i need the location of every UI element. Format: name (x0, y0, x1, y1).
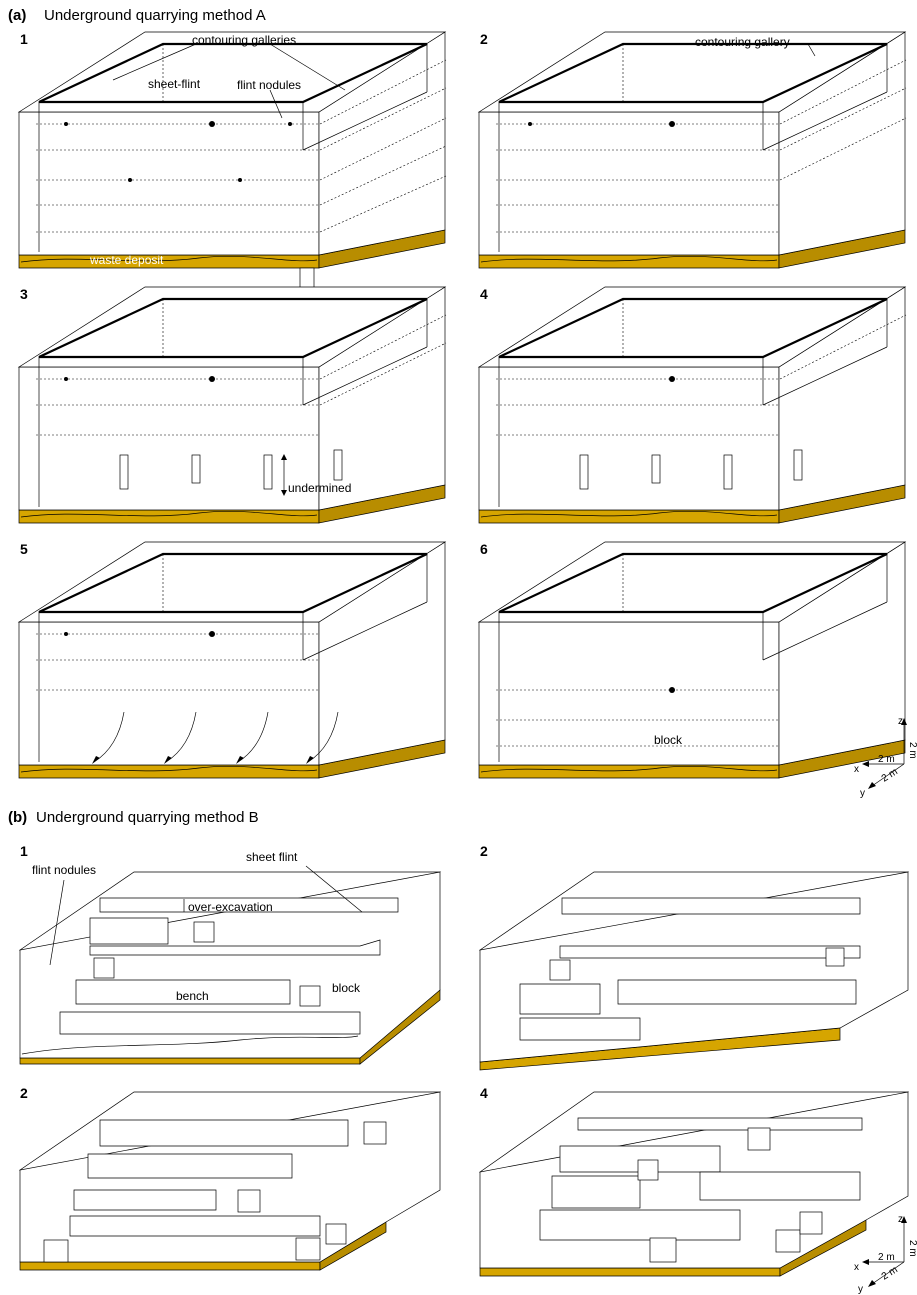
panel-a3-number: 3 (20, 286, 28, 302)
block-cube (299, 985, 321, 1007)
axis-y-b: y (858, 1284, 863, 1295)
pillar (191, 454, 201, 484)
waste-deposit-label: waste deposit (89, 253, 164, 267)
panel-a1-number: 1 (20, 31, 28, 47)
block-cube (775, 1229, 801, 1253)
block-cube (295, 1237, 321, 1261)
block-cube (363, 1121, 387, 1145)
section-a-title: Underground quarrying method A (44, 7, 266, 24)
scale-x: 2 m (878, 754, 895, 765)
panel-a5-number: 5 (20, 541, 28, 557)
panel-a2-number: 2 (480, 31, 488, 47)
section-b-letter: (b) (8, 809, 27, 826)
panel-b2: 2 (478, 843, 910, 1071)
panel-b4: 4 (478, 1085, 910, 1277)
panel-a1: 1 contouring galleries sheet-flint flint… (17, 30, 447, 270)
panel-a3: 3 undermined (17, 285, 447, 525)
nodule-layers (496, 59, 907, 233)
panel-a6: 6 block (477, 540, 907, 780)
contouring-galleries-label: contouring galleries (192, 33, 296, 47)
scale-z-b: 2 m (907, 1240, 917, 1257)
pillar (579, 454, 589, 490)
b-sheet-flint-label: sheet flint (246, 850, 298, 864)
block-cube (637, 1159, 659, 1181)
b-flint-nodules-label: flint nodules (32, 863, 96, 877)
collapse-arrows (92, 711, 339, 764)
block-cube (747, 1127, 771, 1151)
section-a-letter: (a) (8, 7, 26, 24)
block-label: block (654, 733, 683, 747)
block-cube (325, 1223, 347, 1245)
axis-y: y (860, 788, 865, 799)
pillar (263, 454, 273, 490)
scale-x-b: 2 m (878, 1252, 895, 1263)
block-cube (193, 921, 215, 943)
sheet-flint-label: sheet-flint (148, 77, 201, 91)
panel-b2-number: 2 (480, 843, 488, 859)
nodule-layers (36, 59, 447, 233)
nodule-layers (36, 631, 320, 691)
panel-a4-number: 4 (480, 286, 488, 302)
pillar (723, 454, 733, 490)
pillar (333, 449, 343, 481)
block-cube (43, 1239, 69, 1263)
bench-label: bench (176, 989, 209, 1003)
section-b-title: Underground quarrying method B (36, 809, 259, 826)
axis-z: z (898, 716, 903, 727)
flint-nodules-label: flint nodules (237, 78, 301, 92)
b-waste-deposit-label: waste deposit (209, 1043, 284, 1057)
axis-x: x (854, 764, 859, 775)
panel-a6-number: 6 (480, 541, 488, 557)
block-cube (237, 1189, 261, 1213)
nodule-layers (36, 314, 447, 436)
block-cube (799, 1211, 823, 1235)
panel-b3: 2 (18, 1085, 442, 1271)
block-cube (93, 957, 115, 979)
pillar (651, 454, 661, 484)
over-excavation-label: over-excavation (188, 900, 273, 914)
block-cube (549, 959, 571, 981)
contouring-gallery-label: contouring gallery (695, 35, 790, 49)
axis-z-b: z (898, 1214, 903, 1225)
panel-b3-number: 2 (20, 1085, 28, 1101)
block-cube (825, 947, 845, 967)
pillar (793, 449, 803, 481)
b-block-label: block (332, 981, 361, 995)
panel-a5: 5 (17, 540, 447, 780)
panel-b1-number: 1 (20, 843, 28, 859)
axis-x-b: x (854, 1262, 859, 1273)
undermined-label: undermined (288, 481, 351, 495)
panel-b1: 1 flint nodules sheet flint over-excavat… (18, 843, 442, 1065)
panel-a2: 2 contouring gallery (477, 30, 907, 270)
pillar (119, 454, 129, 490)
nodule-layers (496, 314, 907, 436)
panel-a4: 4 (477, 285, 907, 525)
connector-shaft (299, 267, 315, 289)
nodule-layers (496, 687, 780, 747)
scale-z: 2 m (907, 742, 917, 759)
panel-b4-number: 4 (480, 1085, 488, 1101)
block-cube (649, 1237, 677, 1263)
